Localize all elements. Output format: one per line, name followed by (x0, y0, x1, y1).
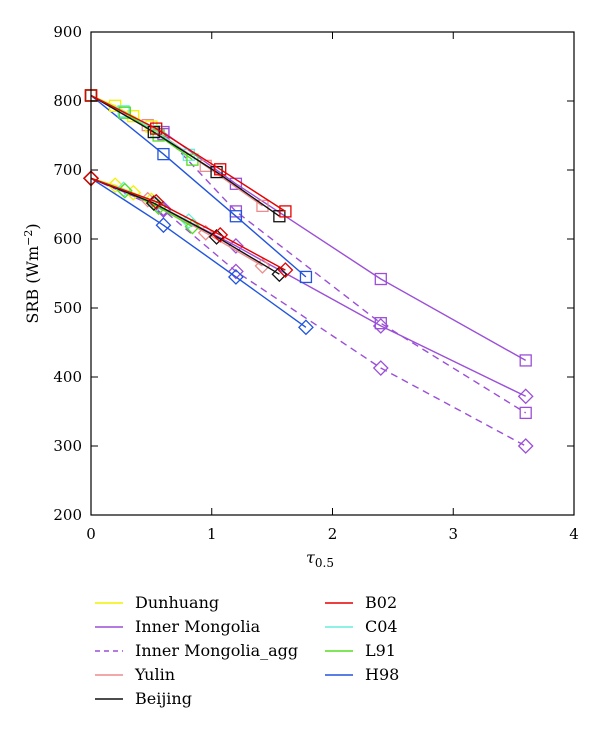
y-tick-label: 600 (53, 230, 82, 248)
series-line-b02-square (90, 94, 286, 212)
diamond-marker (208, 229, 225, 245)
diamond-marker (145, 195, 162, 212)
square-marker (279, 205, 292, 218)
square-marker (150, 122, 163, 135)
diamond-marker (227, 237, 244, 254)
series-line-inner-mongolia-square (90, 94, 527, 362)
y-tick-label: 200 (53, 506, 82, 524)
legend-label: L91 (365, 641, 396, 660)
y-tick-label: 300 (53, 437, 82, 455)
diamond-marker (184, 218, 201, 235)
ticks-layer: 0 1 2 3 4 200 300 400 500 600 700 800 900 (53, 23, 578, 543)
series-h98 (83, 89, 314, 336)
diamond-marker (107, 177, 124, 194)
legend-item-l91: L91 (325, 641, 396, 660)
diamond-marker (298, 319, 314, 336)
x-tick-label: 1 (207, 525, 217, 543)
diamond-marker (212, 226, 229, 243)
legend-item-inner-mongolia-agg: Inner Mongolia_agg (95, 641, 298, 660)
square-marker (147, 125, 160, 139)
series-line-h98-diamond (90, 177, 307, 328)
diamond-marker (517, 438, 534, 454)
diamond-marker (227, 269, 244, 285)
legend-item-beijing: Beijing (95, 689, 192, 708)
y-axis-label-sup: −2 (22, 230, 35, 246)
legend-item-c04: C04 (325, 617, 398, 636)
series-line-b02-diamond (90, 177, 286, 271)
legend-item-b02: B02 (325, 593, 397, 612)
square-marker (256, 199, 269, 213)
y-axis-label-close: ) (23, 223, 42, 229)
series-line-inner-mongolia-agg-diamond (90, 177, 527, 447)
diamond-marker (155, 217, 172, 234)
marks-layer (83, 89, 534, 454)
y-tick-label: 500 (53, 299, 82, 317)
legend-label: Beijing (135, 689, 192, 708)
square-marker (299, 270, 313, 284)
x-axis-label-main: τ (306, 548, 316, 567)
square-marker (157, 147, 170, 161)
y-tick-label: 400 (53, 368, 82, 386)
legend-item-h98: H98 (325, 665, 399, 684)
x-tick-label: 0 (86, 525, 96, 543)
series-l91 (83, 89, 201, 235)
diamond-marker (372, 360, 389, 376)
series-line-beijing-square (90, 94, 280, 217)
legend-label: Inner Mongolia (135, 617, 261, 636)
x-tick-label: 4 (569, 525, 579, 543)
square-marker (374, 272, 387, 286)
plot-frame (90, 31, 575, 516)
diamond-marker (148, 193, 165, 210)
legend-item-inner-mongolia: Inner Mongolia (95, 617, 261, 636)
diamond-marker (254, 257, 271, 274)
y-tick-label: 700 (53, 161, 82, 179)
series-b02 (83, 89, 294, 278)
legend-label: C04 (365, 617, 398, 636)
series-line-beijing-diamond (90, 177, 280, 275)
x-tick-label: 2 (328, 525, 338, 543)
diamond-marker (227, 263, 244, 280)
legend-item-yulin: Yulin (95, 665, 175, 684)
square-marker (519, 406, 532, 420)
legend: Dunhuang Inner Mongolia Inner Mongolia_agg… (95, 593, 399, 708)
y-axis-label-main: SRB (Wm (23, 246, 42, 324)
diamond-marker (517, 388, 534, 405)
series-c04 (83, 89, 197, 229)
diamond-marker (271, 266, 288, 283)
legend-label: Inner Mongolia_agg (135, 641, 298, 660)
legend-label: B02 (365, 593, 397, 612)
y-tick-label: 800 (53, 92, 82, 110)
y-axis-label: SRB (Wm−2) (22, 223, 42, 323)
diamond-marker (277, 262, 294, 278)
square-marker (214, 163, 227, 176)
legend-label: Yulin (134, 665, 175, 684)
square-marker (519, 354, 532, 367)
legend-label: Dunhuang (135, 593, 219, 612)
diamond-marker (372, 318, 389, 334)
y-tick-label: 900 (53, 23, 82, 41)
legend-label: H98 (365, 665, 399, 684)
x-axis-label: τ0.5 (306, 548, 334, 570)
square-marker (229, 210, 243, 223)
series-line-h98-square (90, 94, 307, 278)
legend-item-dunhuang: Dunhuang (95, 593, 219, 612)
x-tick-label: 3 (448, 525, 458, 543)
x-axis-label-sub: 0.5 (315, 556, 334, 570)
